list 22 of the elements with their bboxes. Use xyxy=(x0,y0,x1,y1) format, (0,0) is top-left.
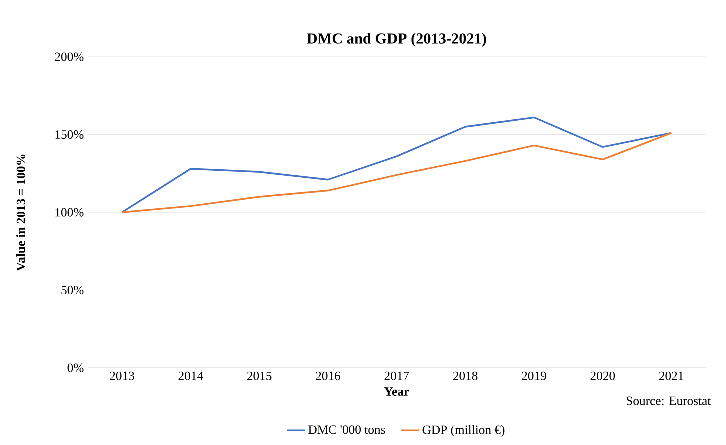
x-tick-label: 2013 xyxy=(110,372,134,380)
x-tick-label: 2019 xyxy=(522,372,546,380)
x-tick-label: 2021 xyxy=(659,372,684,380)
y-tick-label: 50% xyxy=(62,286,84,295)
y-tick-label: 200% xyxy=(55,52,84,62)
x-tick-label: 2014 xyxy=(178,372,204,380)
x-tick-label: 2015 xyxy=(247,372,272,380)
legend-label: DMC '000 tons xyxy=(308,426,386,434)
x-tick-label: 2016 xyxy=(316,372,341,380)
x-tick-label: 2020 xyxy=(590,372,616,380)
y-axis-title: Value in 2013 = 100% xyxy=(16,154,26,272)
y-tick-label: 0% xyxy=(68,364,84,372)
line-series xyxy=(121,132,672,214)
y-tick-label: 150% xyxy=(56,130,84,140)
x-axis-title: Year xyxy=(384,388,410,396)
legend-label: GDP (million €) xyxy=(422,425,505,437)
chart-title: DMC and GDP (2013-2021) xyxy=(307,33,486,47)
y-tick-label: 100% xyxy=(56,208,84,217)
line-series xyxy=(121,116,672,214)
x-tick-label: 2018 xyxy=(453,372,478,380)
source-note: Source: Eurostat xyxy=(626,396,712,406)
x-tick-label: 2017 xyxy=(384,372,410,380)
